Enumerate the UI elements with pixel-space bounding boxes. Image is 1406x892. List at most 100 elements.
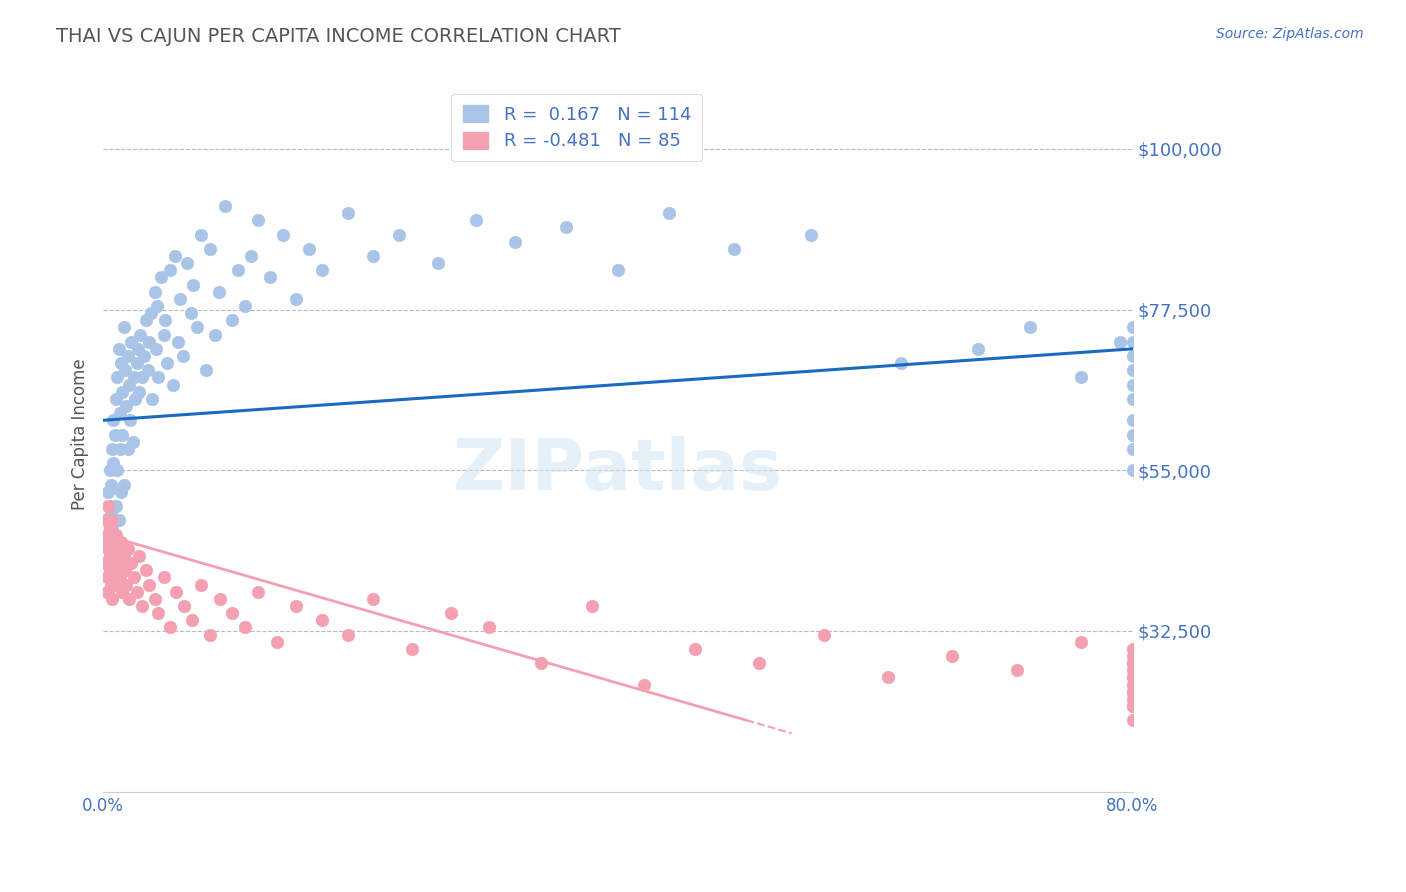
Point bbox=[112, 477, 135, 491]
Point bbox=[129, 327, 152, 342]
Point bbox=[439, 606, 461, 620]
Point bbox=[1122, 377, 1144, 392]
Point bbox=[1005, 663, 1028, 677]
Point bbox=[138, 334, 160, 349]
Point bbox=[426, 256, 449, 270]
Point bbox=[143, 285, 166, 299]
Point bbox=[100, 527, 122, 541]
Point bbox=[97, 499, 120, 513]
Point bbox=[180, 306, 202, 320]
Point bbox=[105, 370, 128, 384]
Point bbox=[101, 513, 124, 527]
Point bbox=[112, 549, 135, 563]
Point bbox=[100, 477, 122, 491]
Point bbox=[156, 356, 179, 370]
Point bbox=[1122, 363, 1144, 377]
Point bbox=[503, 235, 526, 249]
Point bbox=[285, 292, 308, 306]
Point bbox=[1122, 677, 1144, 691]
Point bbox=[107, 556, 129, 570]
Point bbox=[105, 527, 128, 541]
Point bbox=[96, 584, 118, 599]
Point bbox=[100, 577, 122, 591]
Point bbox=[127, 342, 149, 356]
Point bbox=[246, 584, 269, 599]
Point bbox=[658, 206, 681, 220]
Point bbox=[180, 613, 202, 627]
Point bbox=[152, 570, 174, 584]
Point bbox=[105, 463, 128, 477]
Point bbox=[112, 320, 135, 334]
Point bbox=[115, 577, 138, 591]
Point bbox=[1122, 691, 1144, 706]
Point bbox=[1122, 334, 1144, 349]
Point bbox=[117, 541, 139, 556]
Point bbox=[1122, 442, 1144, 456]
Point bbox=[195, 363, 218, 377]
Point bbox=[555, 220, 578, 235]
Point bbox=[125, 584, 148, 599]
Point bbox=[110, 356, 132, 370]
Point bbox=[311, 263, 333, 277]
Text: ZIPatlas: ZIPatlas bbox=[453, 436, 783, 505]
Point bbox=[98, 463, 121, 477]
Point bbox=[967, 342, 990, 356]
Point bbox=[97, 527, 120, 541]
Point bbox=[1108, 334, 1130, 349]
Point bbox=[110, 484, 132, 499]
Point bbox=[108, 406, 131, 420]
Point bbox=[101, 591, 124, 606]
Point bbox=[233, 620, 256, 634]
Point bbox=[1122, 427, 1144, 442]
Point bbox=[240, 249, 263, 263]
Point bbox=[128, 549, 150, 563]
Point bbox=[186, 320, 208, 334]
Point bbox=[103, 456, 125, 470]
Point bbox=[233, 299, 256, 313]
Point bbox=[166, 584, 188, 599]
Point bbox=[1122, 463, 1144, 477]
Point bbox=[118, 591, 141, 606]
Point bbox=[138, 577, 160, 591]
Point bbox=[104, 427, 127, 442]
Point bbox=[122, 370, 145, 384]
Point bbox=[172, 349, 194, 363]
Point bbox=[336, 206, 359, 220]
Point bbox=[105, 577, 128, 591]
Point bbox=[1122, 648, 1144, 663]
Point bbox=[117, 442, 139, 456]
Point bbox=[148, 370, 170, 384]
Point bbox=[723, 242, 745, 256]
Point bbox=[125, 356, 148, 370]
Point bbox=[271, 227, 294, 242]
Point bbox=[285, 599, 308, 613]
Point bbox=[111, 384, 134, 399]
Point bbox=[120, 334, 142, 349]
Point bbox=[221, 313, 243, 327]
Point bbox=[98, 563, 121, 577]
Point bbox=[101, 442, 124, 456]
Point bbox=[114, 363, 136, 377]
Point bbox=[150, 270, 173, 285]
Point bbox=[104, 570, 127, 584]
Point bbox=[1122, 320, 1144, 334]
Point bbox=[105, 392, 128, 406]
Point bbox=[166, 334, 188, 349]
Point bbox=[169, 292, 191, 306]
Point bbox=[128, 384, 150, 399]
Point bbox=[120, 413, 142, 427]
Point bbox=[96, 527, 118, 541]
Point bbox=[266, 634, 288, 648]
Point bbox=[1070, 634, 1092, 648]
Point bbox=[107, 541, 129, 556]
Point bbox=[1122, 670, 1144, 684]
Point bbox=[311, 613, 333, 627]
Point bbox=[145, 342, 167, 356]
Text: Source: ZipAtlas.com: Source: ZipAtlas.com bbox=[1216, 27, 1364, 41]
Point bbox=[131, 370, 153, 384]
Point bbox=[363, 249, 385, 263]
Point bbox=[388, 227, 411, 242]
Point bbox=[162, 377, 184, 392]
Point bbox=[103, 563, 125, 577]
Point bbox=[748, 656, 770, 670]
